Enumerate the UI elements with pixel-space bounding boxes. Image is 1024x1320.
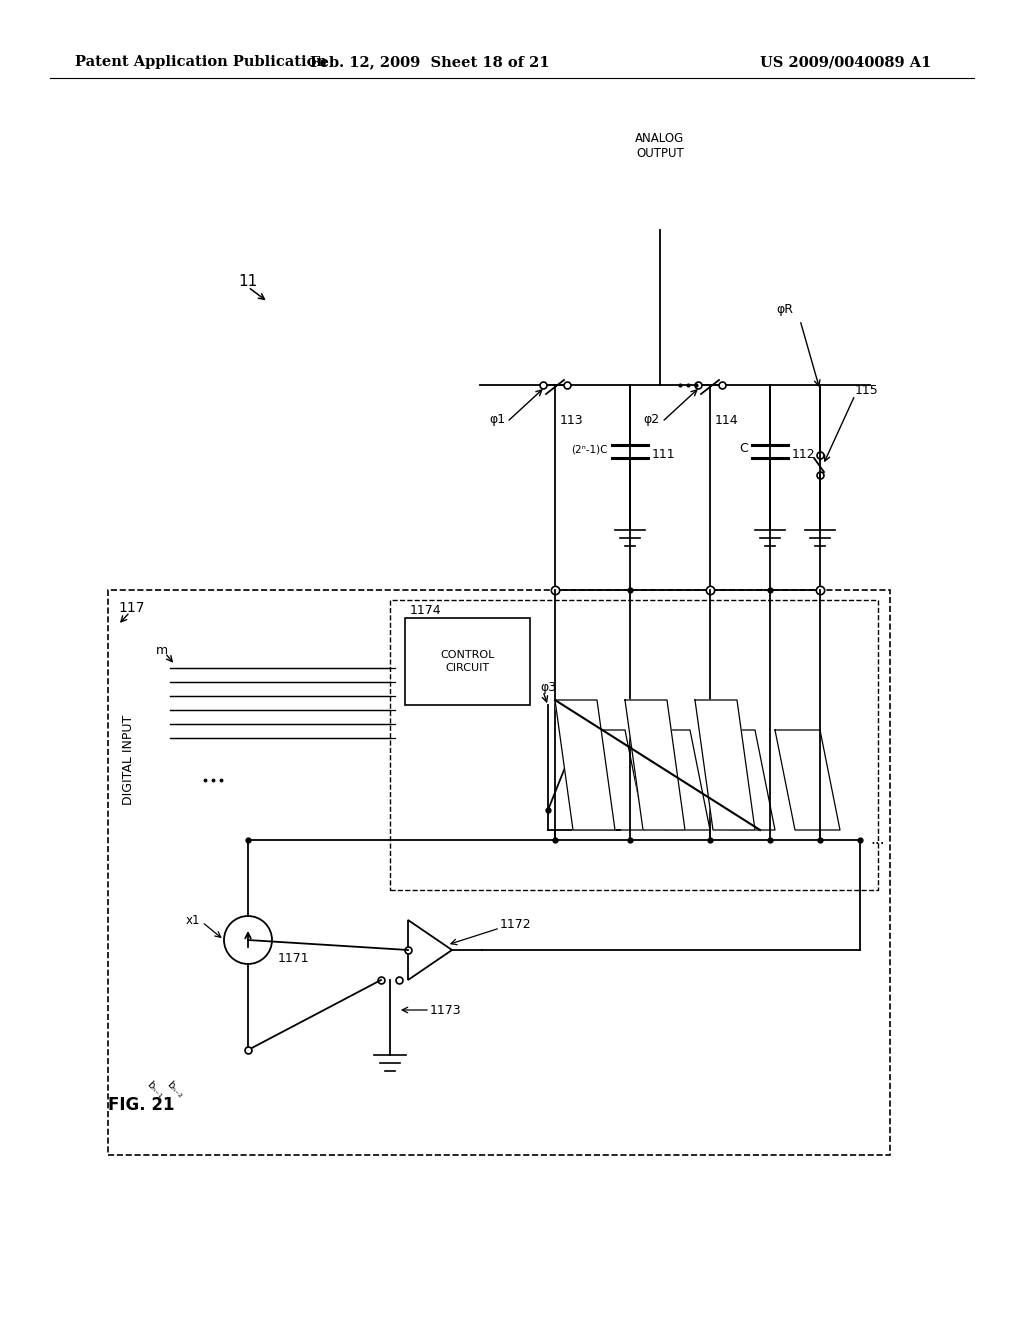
Text: φ2: φ2 (644, 413, 660, 426)
Text: C: C (739, 442, 748, 455)
Text: Feb. 12, 2009  Sheet 18 of 21: Feb. 12, 2009 Sheet 18 of 21 (310, 55, 550, 69)
Text: 1174: 1174 (410, 603, 441, 616)
Text: 1173: 1173 (430, 1003, 462, 1016)
Text: 114: 114 (715, 413, 738, 426)
Text: m: m (156, 644, 168, 656)
Text: 111: 111 (652, 449, 676, 462)
Polygon shape (695, 700, 755, 830)
Text: φ1: φ1 (488, 413, 505, 426)
Text: x1: x1 (185, 913, 200, 927)
Text: Patent Application Publication: Patent Application Publication (75, 55, 327, 69)
Polygon shape (625, 700, 685, 830)
Text: 113: 113 (560, 413, 584, 426)
Text: CONTROL
CIRCUIT: CONTROL CIRCUIT (440, 649, 495, 673)
Text: DIGITAL INPUT: DIGITAL INPUT (122, 715, 134, 805)
Text: 112: 112 (792, 449, 816, 462)
Text: 1171: 1171 (278, 952, 309, 965)
Text: 117: 117 (118, 601, 144, 615)
Polygon shape (555, 700, 615, 830)
Bar (108, 590, 890, 1155)
Text: 11: 11 (238, 275, 257, 289)
Text: US 2009/0040089 A1: US 2009/0040089 A1 (760, 55, 932, 69)
Text: ...: ... (870, 833, 885, 847)
Bar (406, 618, 530, 705)
Text: φ3: φ3 (540, 681, 556, 694)
Text: bₙ₋₁: bₙ₋₁ (144, 1080, 165, 1101)
Text: ANALOG
OUTPUT: ANALOG OUTPUT (635, 132, 685, 160)
Text: 1172: 1172 (500, 919, 531, 932)
Text: bₙ₋₂: bₙ₋₂ (165, 1080, 185, 1101)
Bar (390, 601, 878, 890)
Text: (2ⁿ-1)C: (2ⁿ-1)C (571, 444, 608, 454)
Text: 115: 115 (855, 384, 879, 396)
Text: φR: φR (776, 304, 793, 317)
Text: FIG. 21: FIG. 21 (108, 1096, 174, 1114)
